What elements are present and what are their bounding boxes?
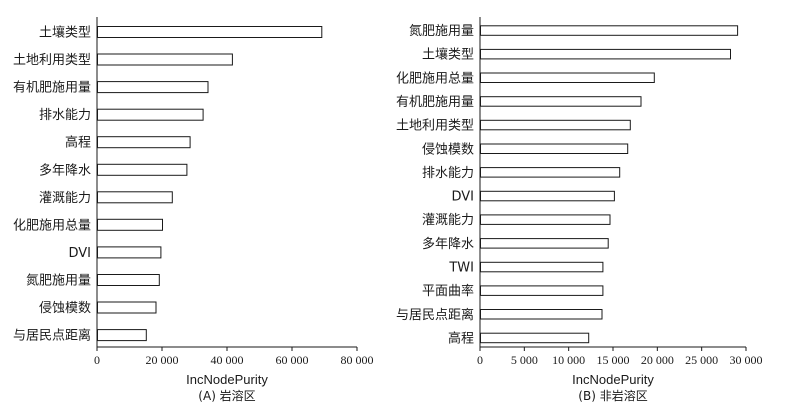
panel-a-x-tick-label-1: 0: [94, 353, 100, 367]
panel-a-bar-8: [97, 218, 163, 231]
panel-b-x-tick-label-7: 30 000: [730, 353, 763, 367]
panel-a-category-label-4: 排水能力: [39, 108, 91, 123]
panel-b-category-label-9: 灌溉能力: [422, 213, 474, 228]
panel-a-bar-2: [97, 53, 233, 66]
panel-b-axis-frame: [479, 17, 746, 348]
panel-a-bar-12: [97, 329, 147, 342]
panel-a-category-label-2: 土地利用类型: [13, 53, 91, 68]
panel-b-category-label-5: 土地利用类型: [396, 119, 474, 134]
panel-b-x-tick-label-1: 0: [477, 353, 483, 367]
panel-b-category-label-10: 多年降水: [422, 236, 474, 252]
panel-b-category-label-6: 侵蚀模数: [422, 141, 474, 157]
panel-b-x-tick-label-6: 25 000: [685, 353, 718, 367]
panel-a-category-label-1: 土壤类型: [39, 25, 91, 41]
panel-a-category-label-10: 氮肥施用量: [26, 274, 91, 289]
panel-b-bar-9: [480, 214, 611, 225]
panel-a-x-tick-label-2: 20 000: [146, 353, 179, 367]
panel-b-bar-11: [480, 261, 604, 273]
panel-b-category-label-14: 高程: [448, 330, 474, 346]
panel-a-x-axis-label: IncNodePurity: [186, 372, 268, 387]
panel-a-bar-5: [97, 136, 191, 149]
panel-a-x-tick-label-4: 60 000: [276, 353, 309, 367]
panel-a-x-tick-label-5: 80 000: [341, 353, 374, 367]
panel-b-bar-4: [480, 96, 642, 107]
panel-b-category-label-3: 化肥施用总量: [396, 71, 474, 86]
panel-a-x-tick-label-3: 40 000: [211, 353, 244, 367]
panel-a-category-label-5: 高程: [65, 135, 91, 151]
panel-b-x-tick-label-2: 5 000: [511, 353, 538, 367]
panel-a-category-label-9: DVI: [68, 246, 91, 261]
panel-b-category-label-13: 与居民点距离: [396, 307, 474, 323]
panel-a-bar-10: [97, 274, 160, 286]
panel-a-bars: [97, 26, 323, 342]
panel-b-bars: [480, 25, 739, 344]
panel-b-x-tick-label-3: 10 000: [552, 353, 585, 367]
panel-b-category-label-7: 排水能力: [422, 166, 474, 181]
panel-a-bar-11: [97, 301, 157, 314]
panel-b-bar-7: [480, 167, 621, 178]
panel-b-bar-3: [480, 72, 655, 83]
panel-b-category-label-12: 平面曲率: [422, 283, 474, 299]
panel-b-x-ticks: 0 5 000 10 000 15 000 20 000 25 000 30 000: [477, 347, 763, 367]
panel-b-caption: (B) 非岩溶区: [578, 388, 647, 403]
panel-a-bar-6: [97, 163, 188, 176]
panel-b-category-label-4: 有机肥施用量: [396, 95, 474, 110]
panel-a-category-label-7: 灌溉能力: [39, 191, 91, 206]
panel-a-category-label-8: 化肥施用总量: [13, 218, 91, 233]
panel-a-category-label-3: 有机肥施用量: [13, 81, 91, 96]
panel-b-category-label-8: DVI: [451, 190, 474, 205]
panel-b-bar-10: [480, 238, 609, 249]
panel-a-category-label-6: 多年降水: [39, 162, 91, 178]
panel-a-category-label-12: 与居民点距离: [13, 328, 91, 344]
panel-b-x-tick-label-5: 20 000: [641, 353, 674, 367]
panel-b-bar-12: [480, 285, 604, 296]
panel-b-category-label-1: 氮肥施用量: [409, 24, 474, 39]
panel-b-bar-6: [480, 143, 629, 154]
panel-b-bar-8: [480, 190, 615, 202]
panel-b-bar-13: [480, 309, 603, 320]
panel-b-x-axis-label: IncNodePurity: [572, 372, 654, 387]
panel-a-x-ticks: 0 20 000 40 000 60 000 80 000: [94, 347, 374, 367]
panel-a-axis-frame: [96, 17, 357, 348]
panel-b-bar-14: [480, 332, 590, 344]
panel-b-bar-2: [480, 48, 731, 60]
panel-b-bar-1: [480, 25, 739, 36]
panel-a-bar-3: [97, 81, 209, 94]
panel-b-category-label-2: 土壤类型: [422, 47, 474, 63]
panel-b-x-tick-label-4: 15 000: [597, 353, 630, 367]
panel-a-bar-9: [97, 246, 162, 259]
panel-a-category-label-11: 侵蚀模数: [39, 300, 91, 316]
panel-b-bar-5: [480, 119, 631, 131]
panel-a-bar-4: [97, 108, 204, 121]
panel-a-bar-7: [97, 191, 173, 204]
panel-a-bar-1: [97, 26, 323, 38]
panel-a-caption: (A) 岩溶区: [198, 388, 255, 403]
panel-b-category-label-11: TWI: [448, 261, 474, 276]
